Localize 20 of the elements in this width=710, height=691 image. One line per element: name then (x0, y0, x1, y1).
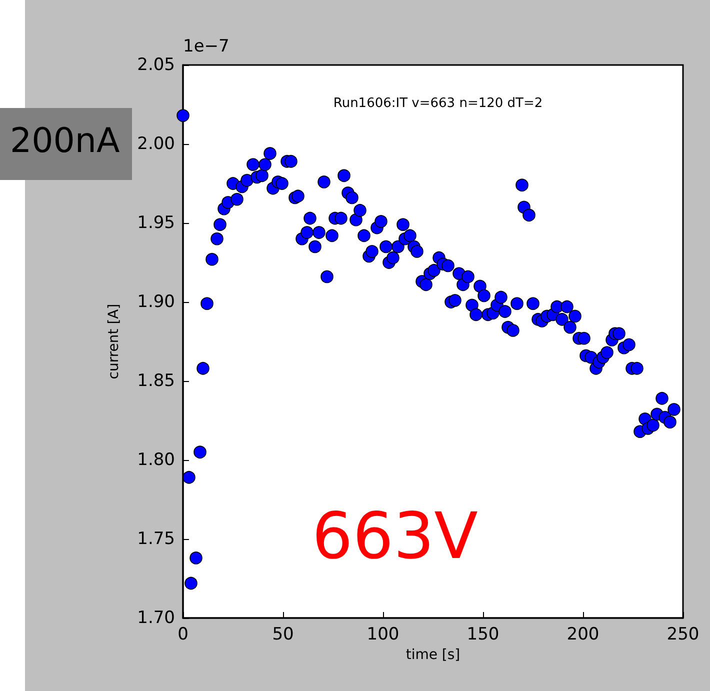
text: 200nA (10, 121, 120, 161)
y-axis-title: current [A] (106, 304, 122, 380)
y-tick-label: 1.80 (137, 450, 175, 470)
text: Run1606:IT v=663 n=120 dT=2 (333, 96, 543, 111)
y-tick-label: 1.85 (137, 371, 175, 391)
text: 1e−7 (183, 36, 230, 56)
x-tick-label: 50 (272, 624, 294, 644)
y-tick-label: 1.75 (137, 529, 175, 549)
y-tick-label: 1.90 (137, 292, 175, 312)
x-tick-label: 250 (666, 624, 700, 644)
y-tick-label: 2.05 (137, 55, 175, 75)
y-tick-label: 2.00 (137, 134, 175, 154)
x-tick-label: 150 (466, 624, 500, 644)
y-tick-label: 1.70 (137, 608, 175, 628)
x-tick-label: 100 (366, 624, 400, 644)
annotation: 663V (312, 500, 478, 574)
y-tick-label: 1.95 (137, 213, 175, 233)
x-tick-label: 0 (178, 624, 188, 644)
x-axis-title: time [s] (406, 647, 460, 663)
x-tick-label: 200 (566, 624, 600, 644)
